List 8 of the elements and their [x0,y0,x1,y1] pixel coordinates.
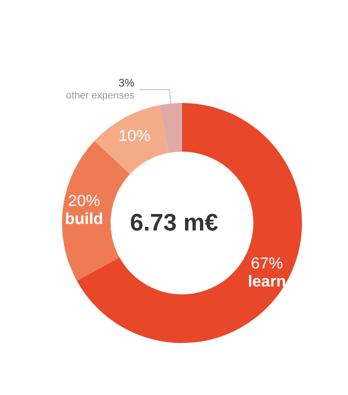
slice-label: build [64,211,104,228]
data-label: 20% [68,193,100,210]
text: 6.73 m€ [130,210,218,236]
data-label: 10% [118,128,150,146]
slice-label: other expenses [66,90,134,102]
data-label: 67% [250,256,283,273]
slice-label: learn [248,274,286,291]
data-label: 3% [118,78,135,90]
